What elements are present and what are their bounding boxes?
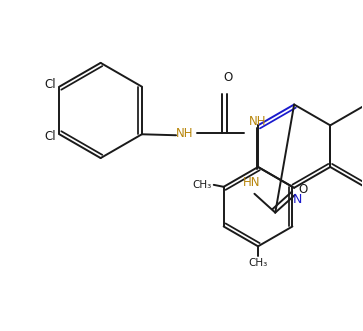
Text: NH: NH	[176, 127, 194, 140]
Text: HN: HN	[243, 176, 260, 189]
Text: N: N	[293, 193, 302, 206]
Text: O: O	[298, 183, 308, 196]
Text: CH₃: CH₃	[192, 180, 212, 190]
Text: Cl: Cl	[45, 78, 56, 91]
Text: NH: NH	[249, 115, 266, 128]
Text: O: O	[223, 71, 232, 84]
Text: CH₃: CH₃	[248, 258, 268, 268]
Text: Cl: Cl	[45, 130, 56, 143]
